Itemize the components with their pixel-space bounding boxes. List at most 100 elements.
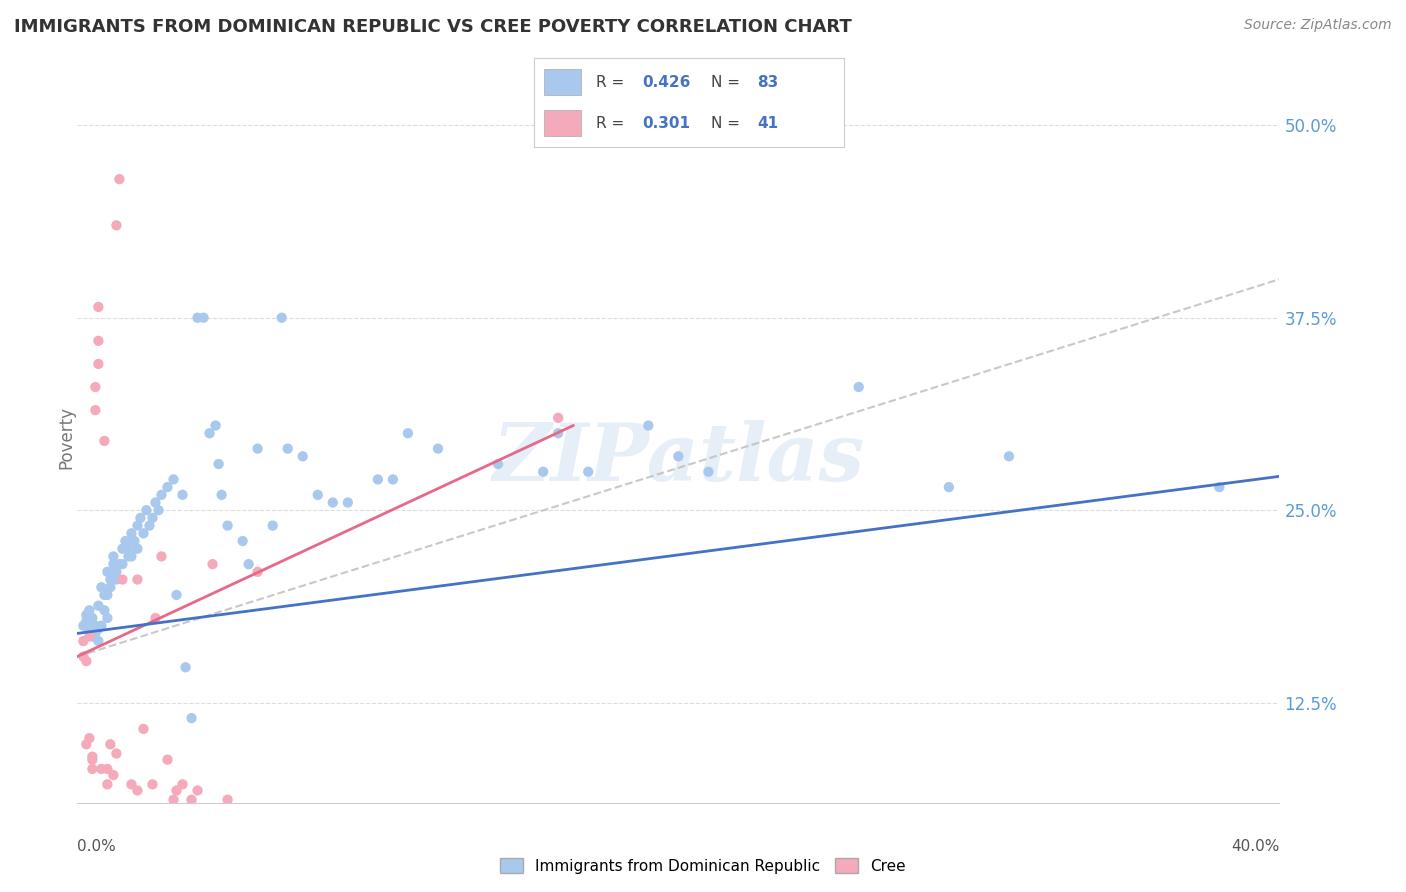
Point — [141, 777, 163, 791]
Point — [201, 557, 224, 571]
Point — [87, 634, 110, 648]
Point — [547, 426, 569, 441]
Point — [79, 630, 101, 644]
Point — [82, 630, 104, 644]
Text: Source: ZipAtlas.com: Source: ZipAtlas.com — [1244, 18, 1392, 32]
Point — [998, 450, 1021, 464]
Point — [84, 380, 107, 394]
Point — [108, 557, 131, 571]
Point — [186, 783, 209, 797]
Point — [1208, 480, 1230, 494]
Point — [87, 599, 110, 613]
Point — [145, 495, 167, 509]
Point — [111, 557, 134, 571]
FancyBboxPatch shape — [544, 110, 581, 136]
Point — [198, 426, 221, 441]
Point — [186, 310, 209, 325]
Point — [217, 518, 239, 533]
Point — [938, 480, 960, 494]
Point — [82, 762, 104, 776]
Point — [127, 541, 149, 556]
Point — [105, 747, 128, 761]
Point — [166, 783, 188, 797]
Point — [322, 495, 344, 509]
Point — [211, 488, 233, 502]
Point — [129, 511, 152, 525]
Point — [72, 649, 94, 664]
Point — [697, 465, 720, 479]
Y-axis label: Poverty: Poverty — [58, 406, 75, 468]
FancyBboxPatch shape — [544, 69, 581, 95]
Text: 40.0%: 40.0% — [1232, 839, 1279, 855]
Point — [79, 624, 101, 638]
Point — [148, 503, 170, 517]
Point — [105, 219, 128, 233]
Point — [145, 611, 167, 625]
Legend: Immigrants from Dominican Republic, Cree: Immigrants from Dominican Republic, Cree — [494, 852, 912, 880]
Point — [87, 357, 110, 371]
Point — [105, 573, 128, 587]
Point — [246, 565, 269, 579]
Point — [307, 488, 329, 502]
Point — [277, 442, 299, 456]
Text: IMMIGRANTS FROM DOMINICAN REPUBLIC VS CREE POVERTY CORRELATION CHART: IMMIGRANTS FROM DOMINICAN REPUBLIC VS CR… — [14, 18, 852, 36]
Point — [246, 442, 269, 456]
Point — [117, 549, 139, 564]
Point — [87, 300, 110, 314]
Point — [100, 573, 122, 587]
Point — [82, 749, 104, 764]
Point — [84, 626, 107, 640]
Point — [96, 611, 118, 625]
Point — [132, 722, 155, 736]
Point — [96, 762, 118, 776]
Point — [141, 511, 163, 525]
Point — [117, 541, 139, 556]
Point — [150, 549, 173, 564]
Point — [84, 403, 107, 417]
Point — [84, 618, 107, 632]
Point — [75, 614, 97, 628]
Point — [103, 549, 125, 564]
Point — [103, 768, 125, 782]
Point — [96, 588, 118, 602]
Point — [93, 588, 115, 602]
Point — [150, 488, 173, 502]
Point — [90, 762, 112, 776]
Text: N =: N = — [710, 116, 744, 130]
Point — [576, 465, 599, 479]
Text: 41: 41 — [756, 116, 778, 130]
Point — [193, 310, 215, 325]
Point — [668, 450, 690, 464]
Point — [367, 472, 389, 486]
Point — [127, 783, 149, 797]
Point — [127, 518, 149, 533]
Text: 0.426: 0.426 — [643, 75, 690, 89]
Text: 0.0%: 0.0% — [77, 839, 117, 855]
Point — [172, 777, 194, 791]
Point — [531, 465, 554, 479]
Point — [114, 534, 136, 549]
Point — [172, 488, 194, 502]
Point — [120, 549, 142, 564]
Point — [90, 580, 112, 594]
Point — [120, 526, 142, 541]
Point — [156, 753, 179, 767]
Point — [93, 434, 115, 448]
Text: 0.301: 0.301 — [643, 116, 690, 130]
Point — [82, 611, 104, 625]
Point — [82, 618, 104, 632]
Text: 83: 83 — [756, 75, 779, 89]
Text: R =: R = — [596, 116, 630, 130]
Point — [427, 442, 450, 456]
Point — [180, 711, 202, 725]
Point — [180, 793, 202, 807]
Point — [270, 310, 292, 325]
Point — [108, 172, 131, 186]
Text: R =: R = — [596, 75, 630, 89]
Point — [79, 603, 101, 617]
Point — [127, 573, 149, 587]
Point — [82, 753, 104, 767]
Point — [105, 565, 128, 579]
Point — [79, 731, 101, 745]
Point — [138, 518, 160, 533]
